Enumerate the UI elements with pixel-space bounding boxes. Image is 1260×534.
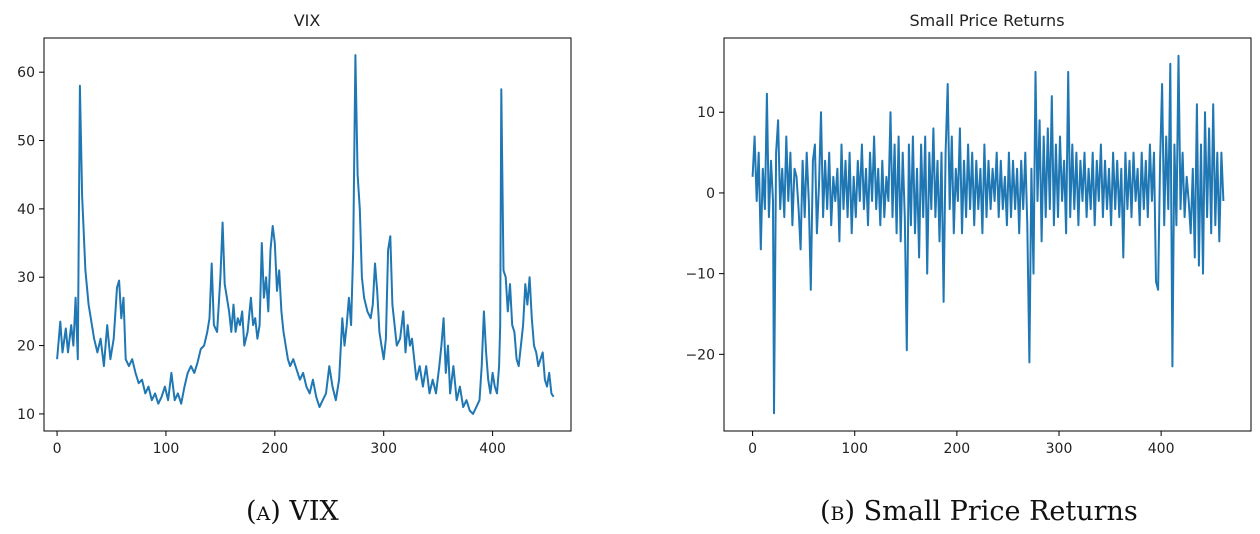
vix-x-tick-label: 100 [153,441,180,457]
vix-y-tick-label: 50 [17,134,35,150]
vix-series-line [56,54,555,415]
returns-chart: Small Price Returns −20 −10 0 10 0 100 200 300… [685,11,1252,457]
returns-y-tick-label: 0 [706,186,715,202]
vix-chart: VIX 10 20 30 40 50 60 0 100 200 300 400 [17,11,572,457]
vix-y-tick-label: 10 [17,407,35,423]
vix-y-tick-label: 20 [17,339,35,355]
returns-x-tick-label: 0 [748,441,757,457]
returns-chart-title: Small Price Returns [909,11,1064,30]
caption-a-tag: (a) [246,496,281,527]
caption-a-text: VIX [289,496,339,527]
returns-x-tick-label: 200 [943,441,970,457]
vix-x-tick-label: 0 [53,441,62,457]
returns-y-tick-label: 10 [697,105,715,121]
vix-chart-title: VIX [294,11,321,30]
vix-x-tick-label: 400 [479,441,506,457]
returns-plot-frame [723,37,1252,432]
returns-series-line [751,54,1225,415]
caption-b: (b) Small Price Returns [820,496,1138,527]
vix-y-axis: 10 20 30 40 50 60 [17,65,44,423]
vix-y-tick-label: 30 [17,270,35,286]
returns-x-tick-label: 300 [1046,441,1073,457]
vix-x-tick-label: 200 [261,441,288,457]
returns-x-axis: 0 100 200 300 400 [748,431,1174,457]
returns-x-tick-label: 400 [1148,441,1175,457]
caption-b-text: Small Price Returns [863,496,1138,527]
returns-y-axis: −20 −10 0 10 [685,105,724,363]
vix-x-tick-label: 300 [370,441,397,457]
vix-y-tick-label: 60 [17,65,35,81]
returns-y-tick-label: −10 [685,267,715,283]
vix-x-axis: 0 100 200 300 400 [53,431,506,457]
caption-b-tag: (b) [820,496,856,527]
vix-plot-frame [43,37,572,432]
vix-y-tick-label: 40 [17,202,35,218]
returns-y-tick-label: −20 [685,347,715,363]
returns-x-tick-label: 100 [841,441,868,457]
caption-a: (a) VIX [246,496,339,527]
